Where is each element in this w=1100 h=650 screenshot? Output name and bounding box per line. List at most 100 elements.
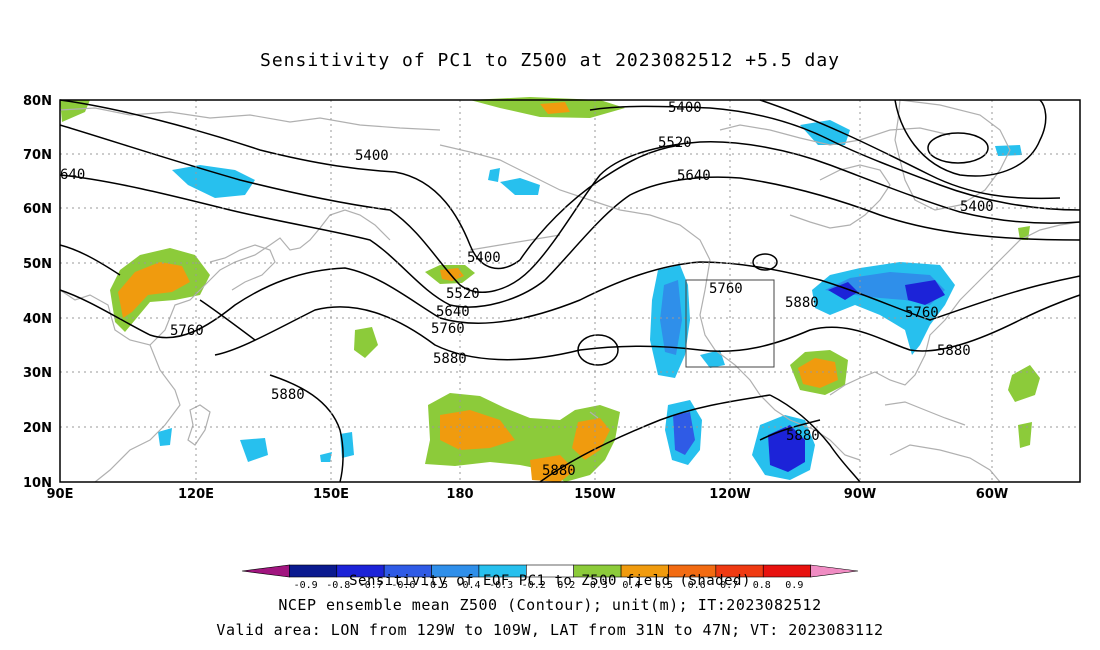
colorbar-tick-label: 0.4	[622, 580, 640, 591]
shade-gulf-positive-core	[798, 358, 838, 388]
gridlines	[60, 100, 1080, 482]
shade-pacific-positive-core-2	[572, 418, 610, 460]
valid-area-box	[685, 279, 775, 368]
contour-label: 5400	[355, 148, 389, 164]
coast-korea-japan	[209, 244, 276, 291]
contour-closed-nw	[752, 253, 778, 271]
colorbar-tick-label: 0.2	[557, 580, 575, 591]
shade-pacific-positive-core	[440, 410, 515, 450]
contour-label: 5760	[431, 321, 465, 337]
shade-baja-negative	[700, 350, 725, 368]
coast-alaska	[439, 144, 711, 261]
coast-asia	[59, 209, 391, 346]
lon-label: 90E	[47, 487, 74, 502]
contour-label: 5760	[709, 281, 743, 297]
shade-kamchatka-positive-core	[440, 268, 464, 281]
shade-mexico-negative-core	[768, 425, 805, 472]
shade-northwest-positive	[60, 100, 90, 122]
shade-siberia-negative	[172, 165, 255, 198]
contour-5880-b	[199, 299, 256, 341]
colorbar-tick-label: -0.8	[326, 580, 350, 591]
lat-label: 40N	[23, 312, 52, 327]
colorbar-tick-label: -0.9	[294, 580, 318, 591]
z500-contours	[59, 99, 1081, 483]
shade-atlantic-positive-2	[1018, 422, 1032, 448]
sensitivity-shading	[60, 97, 1040, 482]
shade-pacific-positive-core-3	[530, 455, 575, 482]
lat-label: 20N	[23, 421, 52, 436]
contour-5400-e	[759, 99, 1061, 200]
colorbar-tick-label: -0.2	[522, 580, 546, 591]
contour-5640-a	[59, 174, 546, 308]
contour-label: 5640	[436, 304, 470, 320]
contour-label: 5520	[446, 286, 480, 302]
contour-label: 5400	[960, 199, 994, 215]
colorbar-tick-label: 0.6	[688, 580, 706, 591]
shade-philippine-positive	[354, 327, 378, 358]
colorbar-tick-label: -0.4	[457, 580, 481, 591]
shade-taiwan-negative	[158, 428, 172, 446]
contour-greenland-outer	[894, 99, 1047, 177]
contour-label: 5880	[786, 428, 820, 444]
contour-label: 5880	[937, 343, 971, 359]
footer-contour-info: NCEP ensemble mean Z500 (Contour); unit(…	[278, 596, 822, 614]
contour-5400-c	[519, 144, 681, 261]
lat-axis: 10N 20N 30N 40N 50N 60N 70N 80N	[23, 94, 52, 491]
lat-label: 50N	[23, 257, 52, 272]
coast-siberia-north	[59, 107, 441, 131]
shade-atlantic-positive	[1008, 365, 1040, 402]
coast-philippines	[187, 404, 211, 446]
lat-label: 70N	[23, 148, 52, 163]
lon-label: 180	[446, 487, 473, 502]
contour-closed-pacific	[577, 334, 619, 366]
coast-hawaii	[589, 411, 599, 419]
contour-5400-b	[394, 171, 521, 270]
shade-greenland-negative	[800, 120, 850, 145]
coast-hudson	[789, 164, 891, 229]
shade-east-us-negative-core-2	[828, 282, 858, 300]
lon-label: 150E	[313, 487, 349, 502]
footer-valid-area: Valid area: LON from 129W to 109W, LAT f…	[216, 621, 884, 639]
coast-aleutians	[469, 234, 561, 251]
coast-na-west	[699, 259, 861, 461]
contour-label: 5880	[785, 295, 819, 311]
shade-pacific-negative-core	[673, 412, 695, 455]
coast-canada-east	[974, 221, 1081, 286]
contour-5880-f	[759, 419, 821, 441]
contour-5880-d	[539, 394, 771, 483]
lon-label: 120W	[709, 487, 750, 502]
contour-label: 5400	[467, 250, 501, 266]
colorbar-tick-label: 0.5	[655, 580, 673, 591]
contour-5760-b	[59, 261, 1081, 339]
shade-arctic-positive-core	[540, 102, 570, 114]
contour-label: 5880	[271, 387, 305, 403]
shade-alaska-negative-2	[488, 168, 500, 182]
shade-scs-negative	[240, 438, 268, 462]
contour-label: 640	[60, 167, 85, 183]
shade-greenland-negative-2	[995, 145, 1022, 156]
contour-5400-a	[59, 99, 396, 173]
lon-label: 60W	[976, 487, 1008, 502]
shade-wpac-negative-2	[320, 452, 332, 462]
contour-5760-a	[59, 244, 121, 276]
contour-closed-greenland	[927, 132, 989, 164]
contour-label: 5760	[905, 305, 939, 321]
coast-china-south	[94, 344, 181, 483]
colorbar-tick-label: 0.9	[785, 580, 803, 591]
contour-5880-e	[769, 394, 861, 483]
contour-label: 5640	[677, 168, 711, 184]
coast-greenland	[894, 99, 1011, 211]
contour-label: 5520	[658, 135, 692, 151]
shade-west-coast-negative-core	[660, 280, 682, 355]
map-title: Sensitivity of PC1 to Z500 at 2023082512…	[259, 50, 840, 71]
map-frame	[59, 99, 1081, 483]
lat-label: 80N	[23, 94, 52, 109]
coast-gulf	[829, 284, 976, 396]
colorbar-tick-label: -0.5	[424, 580, 448, 591]
colorbar-tick-label: 0.3	[590, 580, 608, 591]
shade-east-us-negative-core-3	[905, 280, 945, 305]
contour-5640-b	[544, 176, 1081, 281]
lon-label: 150W	[574, 487, 615, 502]
lon-axis: 90E 120E 150E 180 150W 120W 90W 60W	[47, 487, 1009, 502]
